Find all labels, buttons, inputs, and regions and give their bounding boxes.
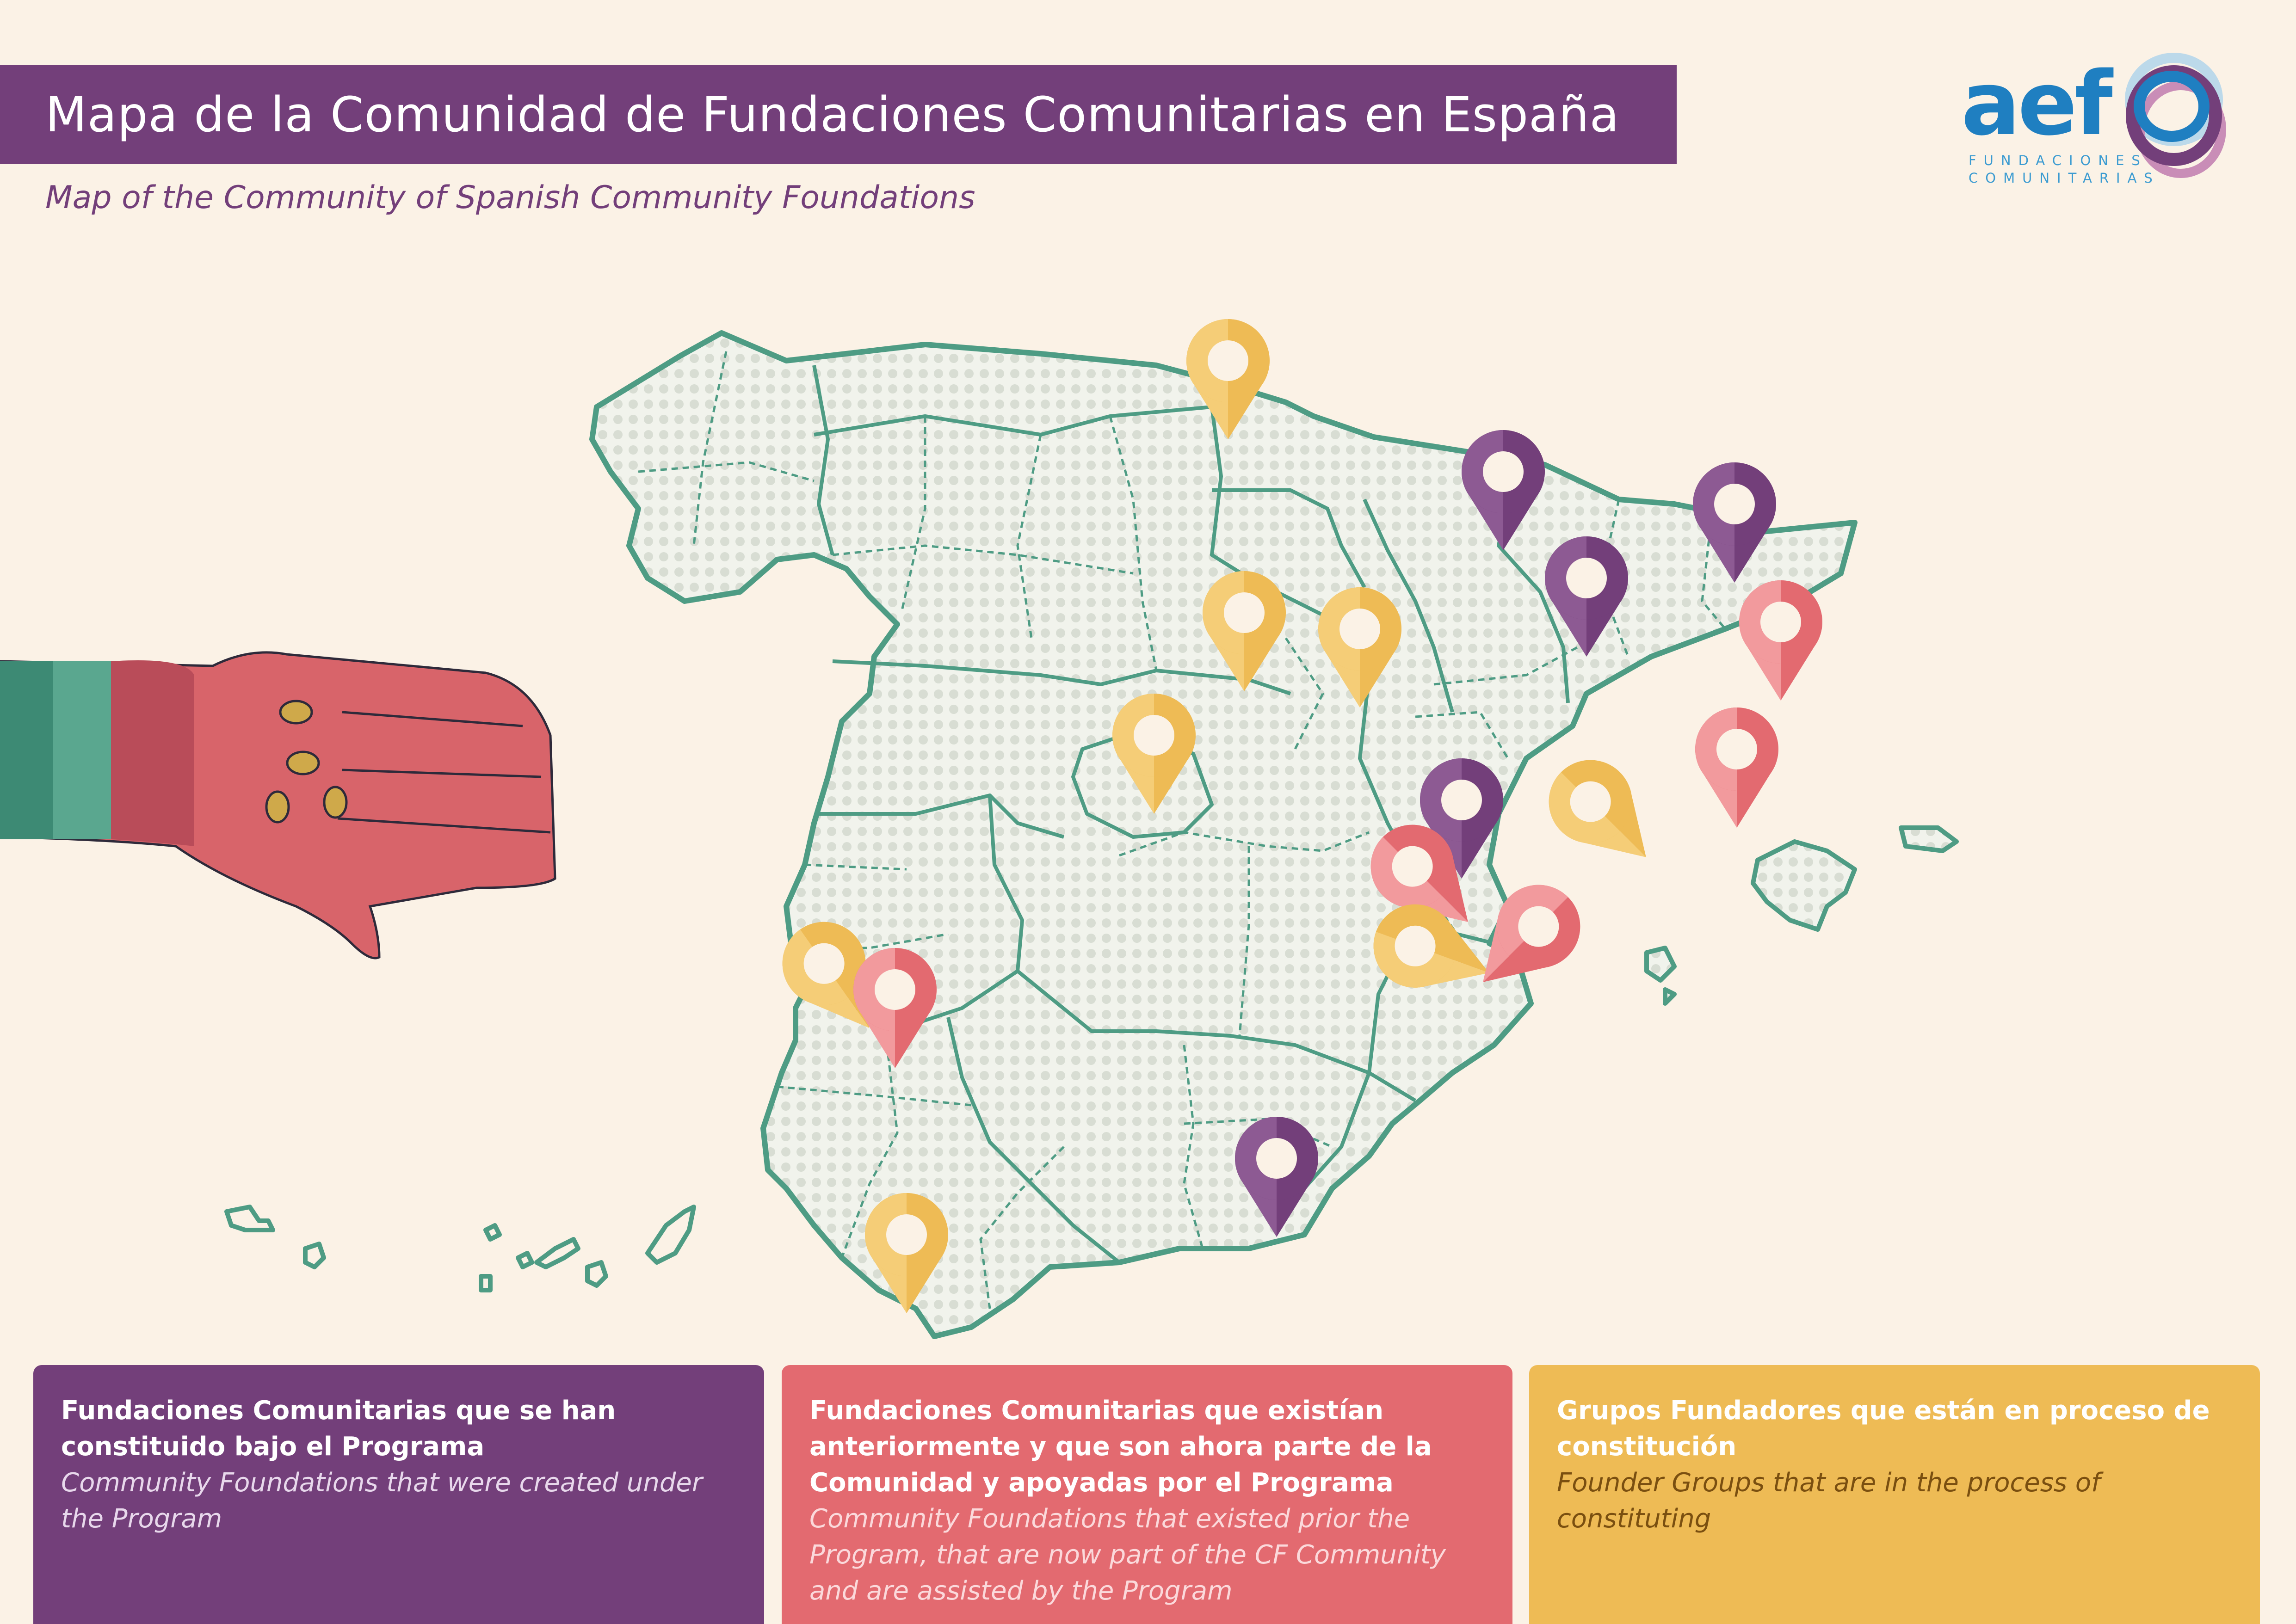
legend-created: Fundaciones Comunitarias que se han cons… (33, 1365, 764, 1624)
map-pin-pink: Tarragona (1695, 707, 1778, 828)
aef-logo: aef FUNDACIONES COMUNITARIAS (1961, 42, 2239, 194)
legend-existing-en: Community Foundations that existed prior… (809, 1504, 1446, 1606)
spain-map: Cantabria Huesca Girona Lleida BarcelonaTarr… (0, 319, 1959, 1339)
map-pin-yellow: Cáceres (782, 922, 870, 1028)
legend-founder-groups: Grupos Fundadores que están en proceso d… (1529, 1365, 2260, 1624)
legend-existing: Fundaciones Comunitarias que existían an… (782, 1365, 1512, 1624)
map-pin-purple: Huesca (1462, 430, 1545, 550)
map-pin-purple: Lleida (1545, 536, 1628, 657)
map-pin-yellow: Castellón (1549, 760, 1646, 857)
legend-founder-groups-en: Founder Groups that are in the process o… (1557, 1468, 2100, 1534)
map-pin-purple: Girona (1693, 462, 1776, 583)
logo-rings-icon (2125, 53, 2226, 178)
page-subtitle: Map of the Community of Spanish Communit… (45, 179, 975, 216)
map-pin-yellow: Cantabria (1186, 319, 1270, 439)
map-pin-pink: Valencia (1483, 885, 1580, 982)
logo-wordmark: aef (1961, 53, 2113, 155)
map-pin-purple: Teruel (1420, 758, 1503, 879)
map-pin-pink: Badajoz (853, 948, 937, 1068)
map-pin-yellow: Albacete (1373, 904, 1489, 988)
map-pin-yellow: La Rioja (1318, 587, 1401, 707)
logo-line-1: FUNDACIONES (1969, 153, 2148, 168)
balearic-islands (1644, 825, 1959, 1006)
peninsula-outline (589, 330, 1858, 1339)
canary-islands (224, 1205, 696, 1292)
legend-created-es: Fundaciones Comunitarias que se han cons… (61, 1396, 616, 1462)
foundation-markers: Cantabria Huesca Girona Lleida BarcelonaTarr… (782, 319, 1822, 1313)
map-pin-purple: Granada (1235, 1117, 1318, 1237)
legend-founder-groups-es: Grupos Fundadores que están en proceso d… (1557, 1396, 2210, 1462)
map-pin-pink: Barcelona (1739, 580, 1822, 701)
map-pin-yellow: Sevilla (865, 1193, 948, 1313)
map-pin-yellow: Segovia (1112, 694, 1196, 814)
page-title: Mapa de la Comunidad de Fundaciones Comu… (45, 86, 1620, 143)
map-pin-yellow: Burgos (1203, 571, 1286, 691)
legend-created-en: Community Foundations that were created … (61, 1468, 703, 1534)
legend-existing-es: Fundaciones Comunitarias que existían an… (809, 1396, 1432, 1498)
logo-line-2: COMUNITARIAS (1969, 170, 2160, 186)
map-pin-pink: Cuenca (1370, 824, 1468, 922)
title-bar: Mapa de la Comunidad de Fundaciones Comu… (0, 65, 1677, 164)
hand-illustration (0, 651, 556, 960)
